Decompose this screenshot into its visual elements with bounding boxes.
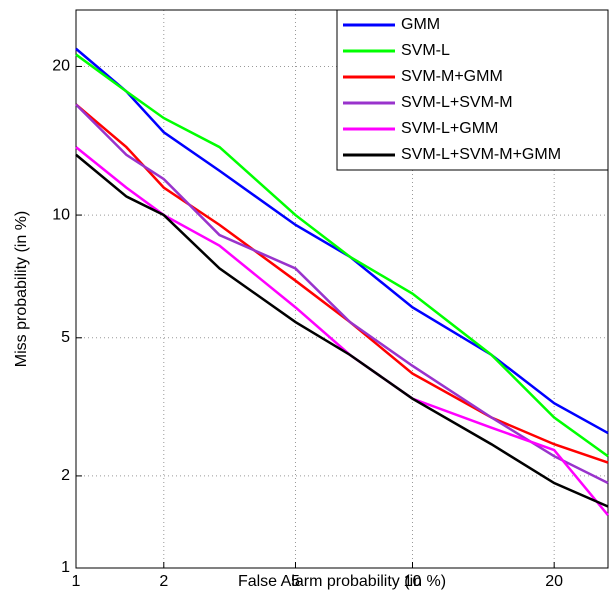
- x-tick-label: 10: [404, 573, 422, 590]
- x-axis-label: False Alarm probability (in %): [238, 573, 446, 590]
- y-axis-label: Miss probability (in %): [13, 211, 30, 367]
- legend-label: SVM-L+SVM-M: [401, 94, 513, 111]
- x-tick-label: 20: [545, 573, 563, 590]
- legend-label: SVM-M+GMM: [401, 68, 503, 85]
- y-tick-label: 20: [52, 58, 70, 75]
- y-tick-label: 2: [61, 467, 70, 484]
- legend-box: [336, 9, 609, 171]
- legend-label: SVM-L: [401, 42, 450, 59]
- series-line: [75, 153, 609, 508]
- legend-label: GMM: [401, 16, 440, 33]
- series-line: [75, 47, 609, 435]
- series-line: [75, 146, 609, 517]
- x-tick-label: 5: [291, 573, 300, 590]
- y-tick-label: 1: [61, 559, 70, 576]
- y-tick-label: 5: [61, 329, 70, 346]
- y-tick-label: 10: [52, 206, 70, 223]
- legend-label: SVM-L+SVM-M+GMM: [401, 146, 561, 163]
- series-line: [75, 103, 609, 485]
- legend-label: SVM-L+GMM: [401, 120, 498, 137]
- x-tick-label: 2: [159, 573, 168, 590]
- series-line: [75, 53, 609, 458]
- x-tick-label: 1: [72, 573, 81, 590]
